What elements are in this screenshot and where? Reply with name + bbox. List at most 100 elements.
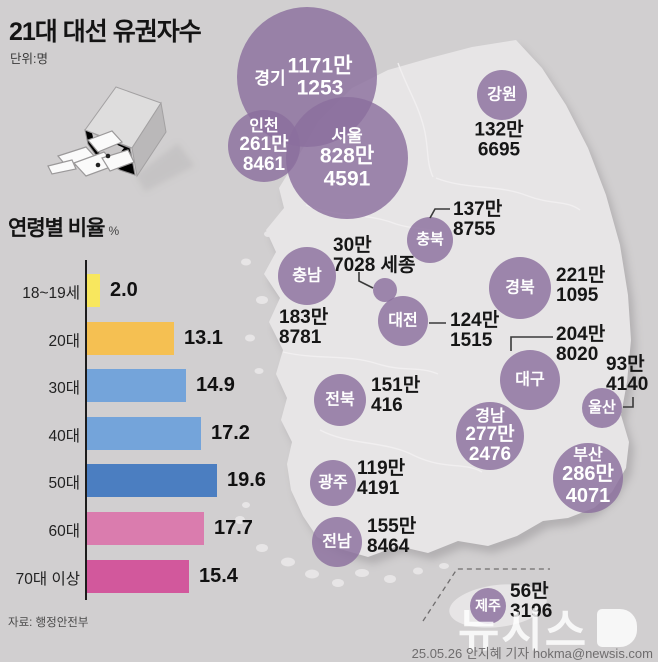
- source-note: 자료: 행정안전부: [8, 617, 89, 629]
- islands: [235, 231, 449, 587]
- region-value-충북: 137만 8755: [453, 199, 502, 241]
- region-text-line: 충남: [292, 267, 322, 285]
- region-value-울산: 93만 4140: [606, 354, 649, 396]
- bar-value-label: 13.1: [184, 327, 223, 349]
- region-text-line: 4140: [606, 374, 649, 396]
- region-text-line: 124만: [450, 310, 500, 331]
- newsis-logo-shape: [597, 609, 638, 647]
- region-text-line: 2476: [468, 444, 512, 466]
- connector-울산: [623, 397, 634, 408]
- region-label-인천: 인천 261만 8461: [239, 118, 288, 176]
- region-text-line: 제주: [475, 597, 501, 614]
- bubble-울산: [582, 388, 622, 428]
- page-title: 21대 대선 유권자수: [9, 18, 202, 46]
- bar-value-label: 14.9: [196, 374, 235, 396]
- region-text-line: 8781: [279, 327, 322, 349]
- bubble-connectors: [358, 208, 634, 408]
- region-text-line: 강원: [487, 86, 517, 104]
- bubble-대전: [378, 296, 428, 346]
- bar-category-label: 40대: [48, 428, 80, 445]
- bubble-전남: [312, 517, 362, 567]
- bar-row-70대 이상: 70대 이상 15.4: [0, 560, 250, 594]
- region-value-대전: 124만 1515: [450, 310, 500, 352]
- bubble-세종: [373, 278, 397, 302]
- region-text-line: 전북: [325, 391, 355, 409]
- region-value-전남: 155만 8464: [367, 516, 416, 558]
- region-text-line: 7028 세종: [333, 255, 416, 277]
- age-bar-chart: 18~19세 2.0 20대 13.1 30대 14.9 40대 17.2 50대 19.6 60대…: [0, 0, 266, 661]
- region-label-서울: 서울 828만 4591: [320, 127, 374, 190]
- region-label-전북: 전북: [325, 391, 354, 408]
- bar-value-label: 2.0: [110, 279, 138, 301]
- age-chart-title: 연령별 비율%: [8, 212, 119, 242]
- bar-70대 이상: [87, 560, 189, 593]
- region-text-line: 4591: [323, 167, 371, 191]
- region-label-경북: 경북: [505, 279, 534, 296]
- region-value-전북: 151만 416: [371, 375, 420, 417]
- bubble-인천: [228, 110, 300, 182]
- chart-axis-line: [85, 260, 87, 600]
- ballot-papers: [47, 130, 135, 177]
- bubble-충남: [278, 247, 336, 305]
- bar-40대: [87, 417, 201, 450]
- bubble-제주: [470, 588, 506, 624]
- region-text-line: 1171만: [287, 54, 353, 78]
- bubble-대구: [500, 350, 560, 410]
- bar-20대: [87, 322, 174, 355]
- region-value-충남: 183만 8781: [279, 307, 329, 349]
- region-label-강원: 강원: [487, 86, 516, 103]
- region-text-line: 4071: [565, 484, 611, 507]
- region-text-line: 132만: [474, 119, 524, 141]
- region-text-line: 30만: [333, 235, 372, 256]
- bar-60대: [87, 512, 204, 545]
- region-text-line: 6695: [477, 140, 521, 161]
- region-label-경남: 경남 277만 2476: [465, 408, 514, 466]
- bar-row-18~19세: 18~19세 2.0: [0, 274, 250, 308]
- bar-value-label: 17.2: [211, 422, 250, 444]
- region-text-line: 대구: [515, 371, 545, 389]
- bar-row-50대: 50대 19.6: [0, 464, 266, 498]
- region-label-울산: 울산: [588, 398, 616, 416]
- region-value-경북: 221만 1095: [556, 265, 606, 307]
- bar-30대: [87, 369, 186, 402]
- region-text-line: 183만: [279, 307, 329, 328]
- byline: 25.05.26 안지혜 기자 hokma@newsis.com: [411, 646, 653, 661]
- region-text-line: 8020: [556, 344, 599, 366]
- bar-value-label: 15.4: [199, 565, 238, 587]
- region-text-line: 221만: [556, 265, 606, 286]
- unit-label: 단위:명: [10, 52, 48, 66]
- bubble-충북: [407, 217, 453, 263]
- region-text-line: 828만: [319, 144, 375, 168]
- region-label-제주: 제주: [475, 597, 501, 614]
- region-text-line: 1095: [556, 285, 599, 307]
- region-text-line: 4191: [357, 478, 400, 500]
- region-text-line: 416: [371, 395, 403, 417]
- age-chart-unit: %: [108, 224, 120, 238]
- ballot-mark-dot: [95, 162, 101, 168]
- bubble-강원: [477, 70, 527, 120]
- region-value-세종: 30만 7028 세종: [333, 235, 416, 277]
- region-text-line: 1515: [450, 330, 493, 352]
- region-text-line: 93만: [606, 354, 645, 375]
- region-label-충남: 충남: [292, 267, 321, 284]
- region-text-line: 277만: [465, 424, 515, 446]
- region-text-line: 대전: [388, 312, 418, 330]
- bar-row-40대: 40대 17.2: [0, 417, 250, 451]
- ballot-mark-dot: [105, 153, 111, 159]
- bar-row-60대: 60대 17.7: [0, 512, 253, 546]
- bar-category-label: 30대: [48, 380, 80, 397]
- region-label-전남: 전남: [322, 533, 351, 550]
- bar-category-label: 50대: [48, 475, 80, 492]
- newsis-watermark: 뉴시스: [458, 594, 638, 659]
- region-label-충북: 충북: [416, 231, 444, 248]
- region-text-line: 1253: [296, 77, 344, 100]
- region-value-경기: 1171만 1253: [287, 54, 353, 101]
- bubble-부산: [553, 443, 623, 513]
- bubble-경남: [456, 402, 524, 470]
- region-label-광주: 광주: [318, 474, 347, 491]
- region-text-line: 울산: [588, 398, 616, 416]
- region-text-line: 56만: [510, 581, 549, 602]
- region-text-line: 광주: [318, 474, 348, 492]
